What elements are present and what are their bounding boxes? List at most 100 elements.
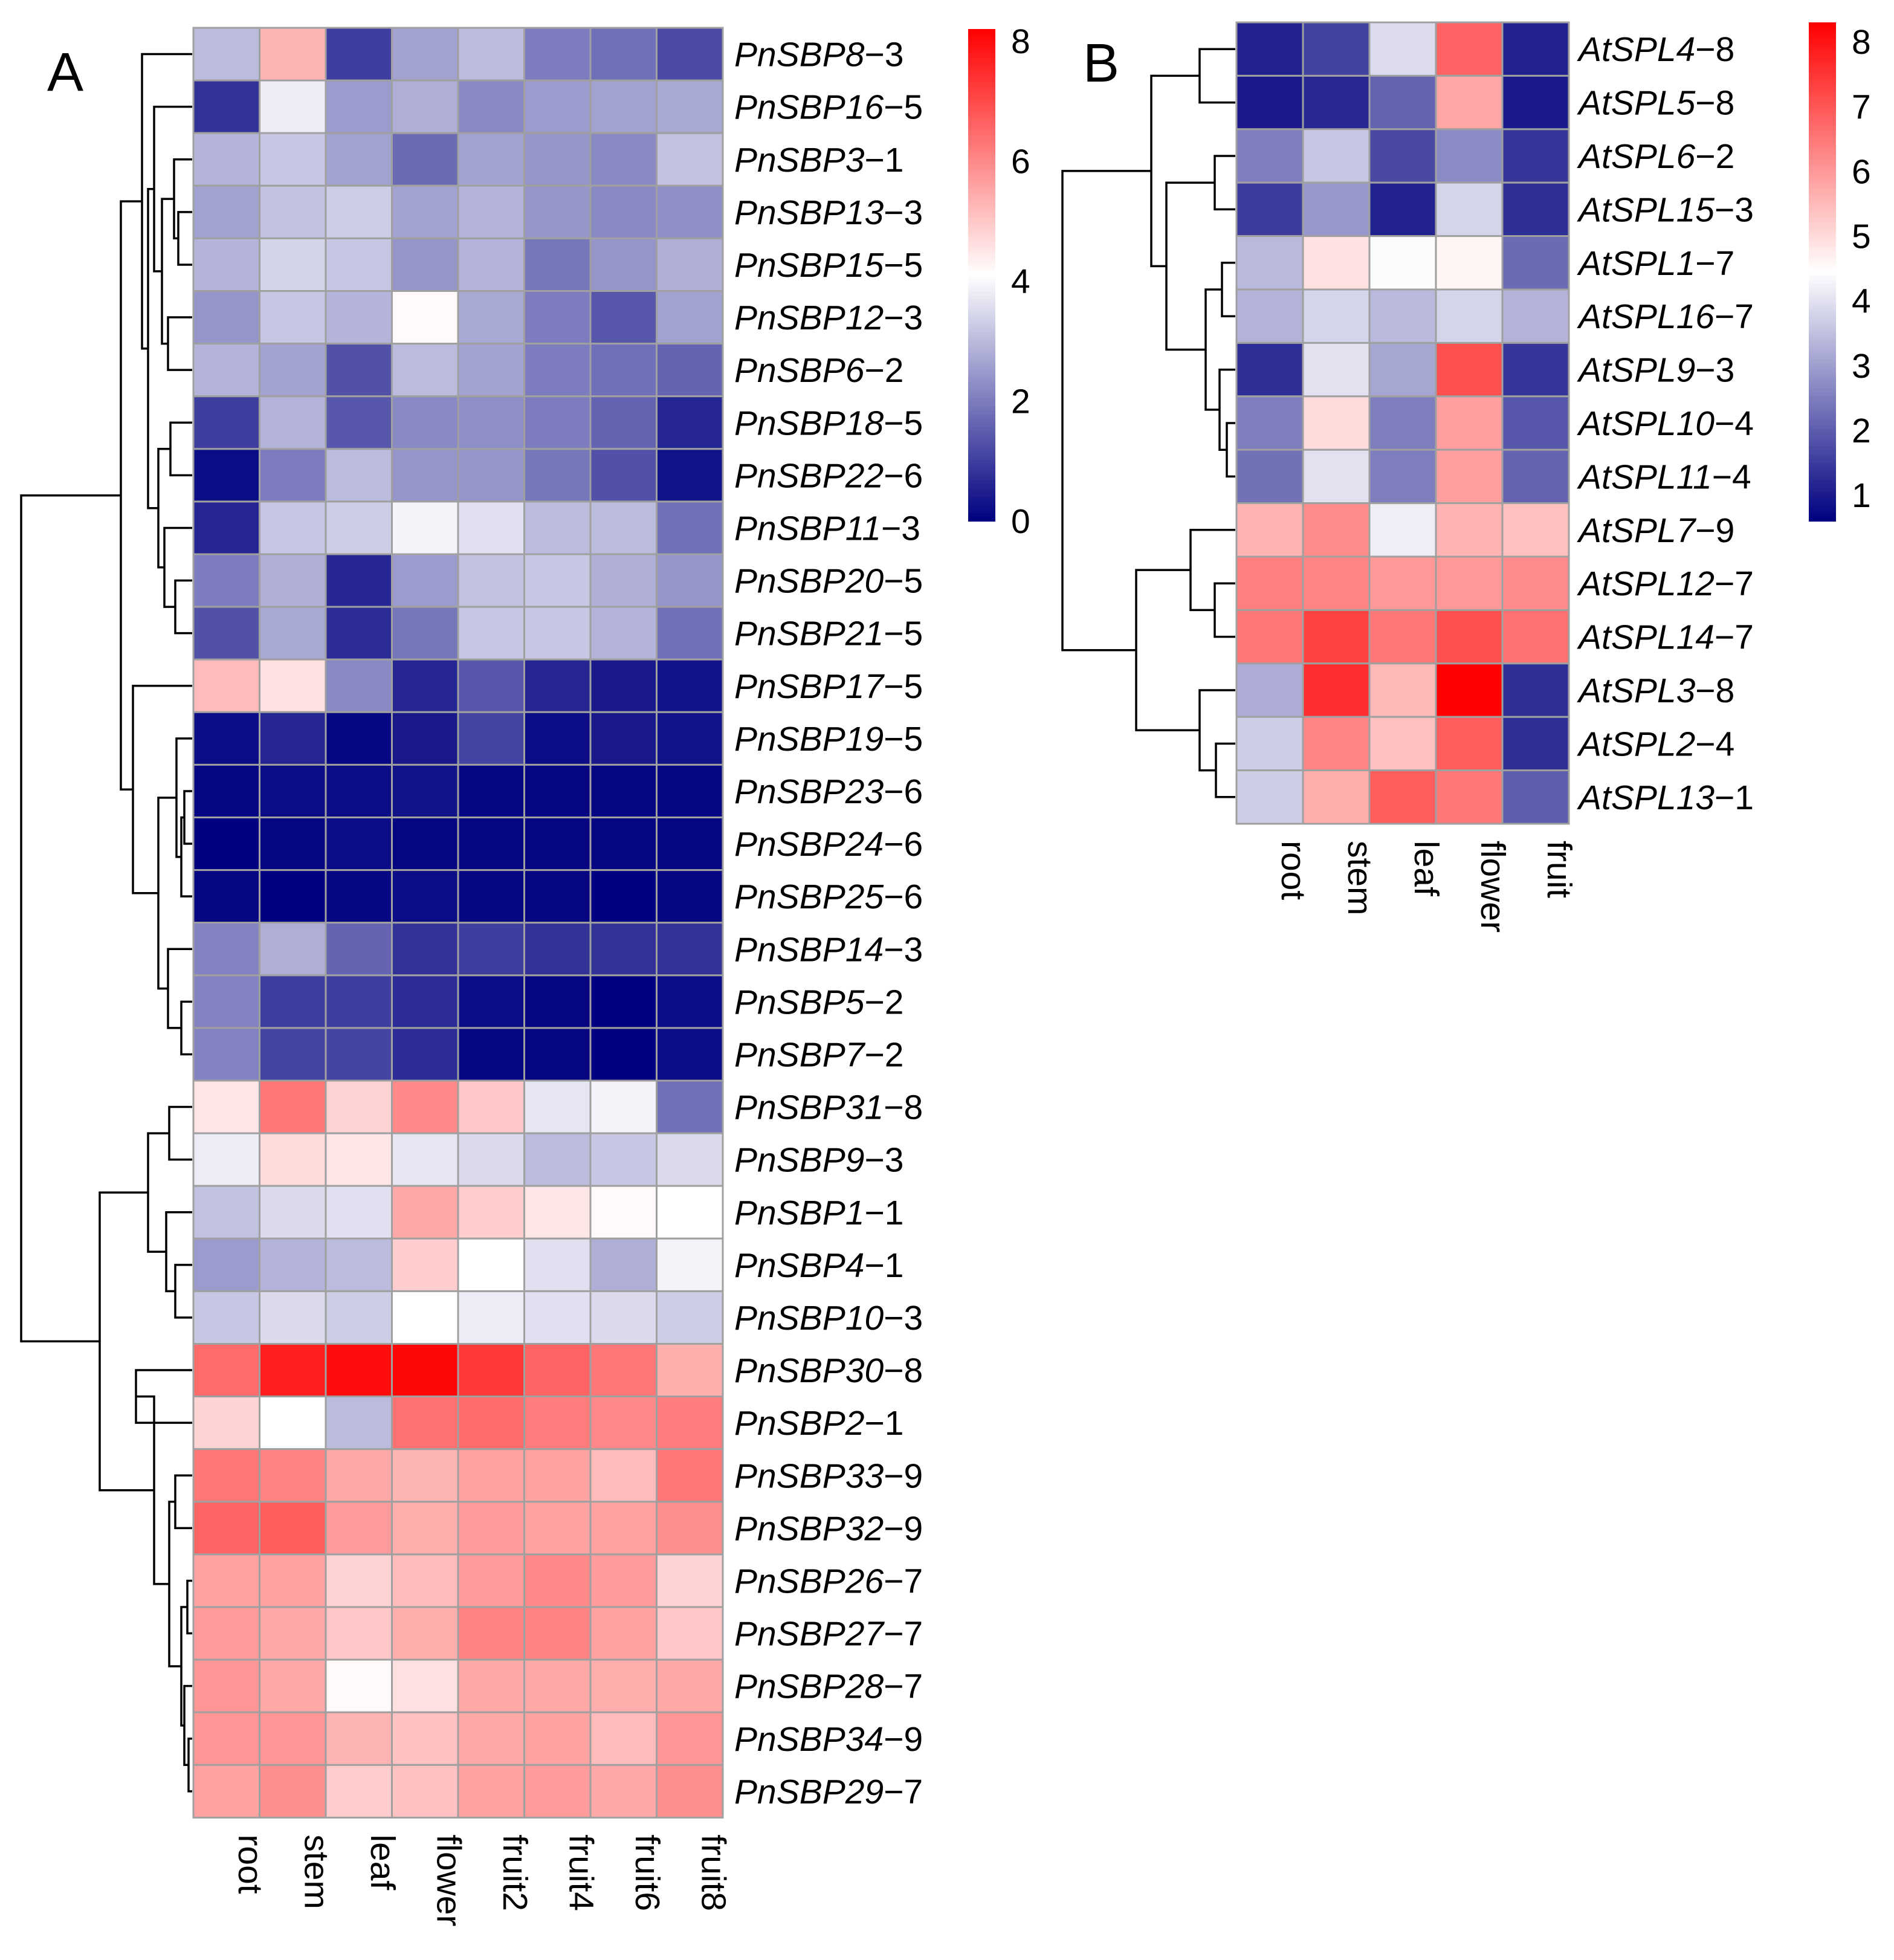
colorbar-segment xyxy=(968,410,995,415)
colorbar-segment xyxy=(1809,238,1836,244)
heatmap-cell xyxy=(589,869,658,924)
heatmap-cell xyxy=(192,343,260,398)
colorbar-segment xyxy=(1809,296,1836,302)
heatmap-cell xyxy=(1368,74,1437,131)
colorbar-segment xyxy=(968,398,995,403)
column-label: fruit xyxy=(1540,841,1579,898)
row-label: PnSBP23−6 xyxy=(734,772,923,811)
heatmap-cell xyxy=(589,132,658,187)
heatmap-cell xyxy=(656,1764,724,1819)
dendrogram-branch xyxy=(165,1211,192,1293)
colorbar-segment xyxy=(1809,400,1836,406)
colorbar-segment xyxy=(1809,500,1836,505)
colorbar-segment xyxy=(968,254,995,259)
colorbar-segment xyxy=(1809,375,1836,381)
heatmap-cell xyxy=(457,974,525,1029)
heatmap-cell xyxy=(656,1396,724,1451)
heatmap-cell xyxy=(1235,448,1304,505)
colorbar-segment xyxy=(1809,56,1836,60)
heatmap-cell xyxy=(1368,235,1437,291)
colorbar-segment xyxy=(1809,85,1836,89)
heatmap-cell xyxy=(259,500,327,555)
colorbar-segment xyxy=(1809,334,1836,339)
heatmap-cell xyxy=(1368,662,1437,718)
dendrogram-branch xyxy=(168,1105,192,1161)
heatmap-cell xyxy=(523,448,592,503)
colorbar-segment xyxy=(968,156,995,161)
colorbar-segment xyxy=(1809,59,1836,65)
colorbar-segment xyxy=(1809,143,1836,148)
heatmap-cell xyxy=(1302,716,1371,772)
heatmap-cell xyxy=(391,658,459,713)
colorbar-segment xyxy=(968,234,995,239)
heatmap-cell xyxy=(325,1079,393,1134)
colorbar-segment xyxy=(968,328,995,333)
heatmap-cell xyxy=(325,817,393,872)
colorbar-segment xyxy=(968,349,995,354)
heatmap-cell xyxy=(589,1290,658,1345)
column-label: flower xyxy=(1473,841,1512,933)
heatmap-cell xyxy=(589,1396,658,1451)
colorbar-segment xyxy=(1809,438,1836,443)
panel-label-b: B xyxy=(1083,33,1119,94)
colorbar-segment xyxy=(1809,413,1836,418)
heatmap-cell xyxy=(391,237,459,292)
colorbar-segment xyxy=(1809,47,1836,53)
heatmap-cell xyxy=(656,237,724,292)
colorbar-tick-label: 6 xyxy=(1011,142,1030,181)
colorbar-segment xyxy=(968,70,995,75)
heatmap-cell xyxy=(192,763,260,819)
colorbar-segment xyxy=(1809,442,1836,447)
colorbar-segment xyxy=(968,135,995,141)
colorbar-segment xyxy=(968,172,995,178)
heatmap-cell xyxy=(523,553,592,608)
colorbar-segment xyxy=(1809,92,1836,98)
heatmap-cell xyxy=(457,237,525,292)
row-label: PnSBP31−8 xyxy=(734,1088,923,1127)
colorbar-segment xyxy=(1809,259,1836,264)
heatmap-cell xyxy=(656,290,724,345)
colorbar-segment xyxy=(968,258,995,264)
colorbar-segment xyxy=(1809,138,1836,144)
heatmap-cell xyxy=(656,1606,724,1661)
heatmap-cell xyxy=(1235,21,1304,77)
heatmap-cell xyxy=(1302,769,1371,825)
colorbar-segment xyxy=(968,33,995,38)
colorbar-segment xyxy=(1809,338,1836,343)
heatmap-cell xyxy=(1501,662,1570,718)
heatmap-cell xyxy=(589,79,658,134)
colorbar-segment xyxy=(968,250,995,256)
heatmap-cell xyxy=(391,500,459,555)
colorbar-segment xyxy=(968,180,995,186)
heatmap-cell xyxy=(589,1606,658,1661)
heatmap-cell xyxy=(391,290,459,345)
heatmap-cell xyxy=(259,869,327,924)
dendrogram-branch xyxy=(169,421,192,477)
colorbar-segment xyxy=(968,496,995,502)
colorbar-segment xyxy=(968,66,995,71)
colorbar-segment xyxy=(1809,155,1836,160)
heatmap-cell xyxy=(192,1396,260,1451)
colorbar-segment xyxy=(1809,176,1836,181)
heatmap-cell xyxy=(192,237,260,292)
row-label: AtSPL14−7 xyxy=(1577,618,1754,657)
heatmap-cell xyxy=(589,763,658,819)
heatmap-cell xyxy=(1302,235,1371,291)
heatmap-cell xyxy=(1235,181,1304,238)
heatmap-cell xyxy=(192,1658,260,1713)
colorbar-segment xyxy=(1809,225,1836,231)
colorbar-segment xyxy=(1809,446,1836,451)
heatmap-cell xyxy=(259,711,327,766)
heatmap-cell xyxy=(391,1290,459,1345)
heatmap-cell xyxy=(1235,74,1304,131)
colorbar-segment xyxy=(968,201,995,206)
heatmap-cell xyxy=(325,1711,393,1766)
colorbar-segment xyxy=(968,218,995,222)
colorbar-tick-label: 8 xyxy=(1852,23,1871,62)
heatmap-cell xyxy=(1302,74,1371,131)
colorbar-segment xyxy=(1809,247,1836,252)
heatmap-cell xyxy=(1501,341,1570,398)
heatmap-cell xyxy=(1302,662,1371,718)
colorbar-segment xyxy=(968,361,995,366)
colorbar-segment xyxy=(968,82,995,87)
